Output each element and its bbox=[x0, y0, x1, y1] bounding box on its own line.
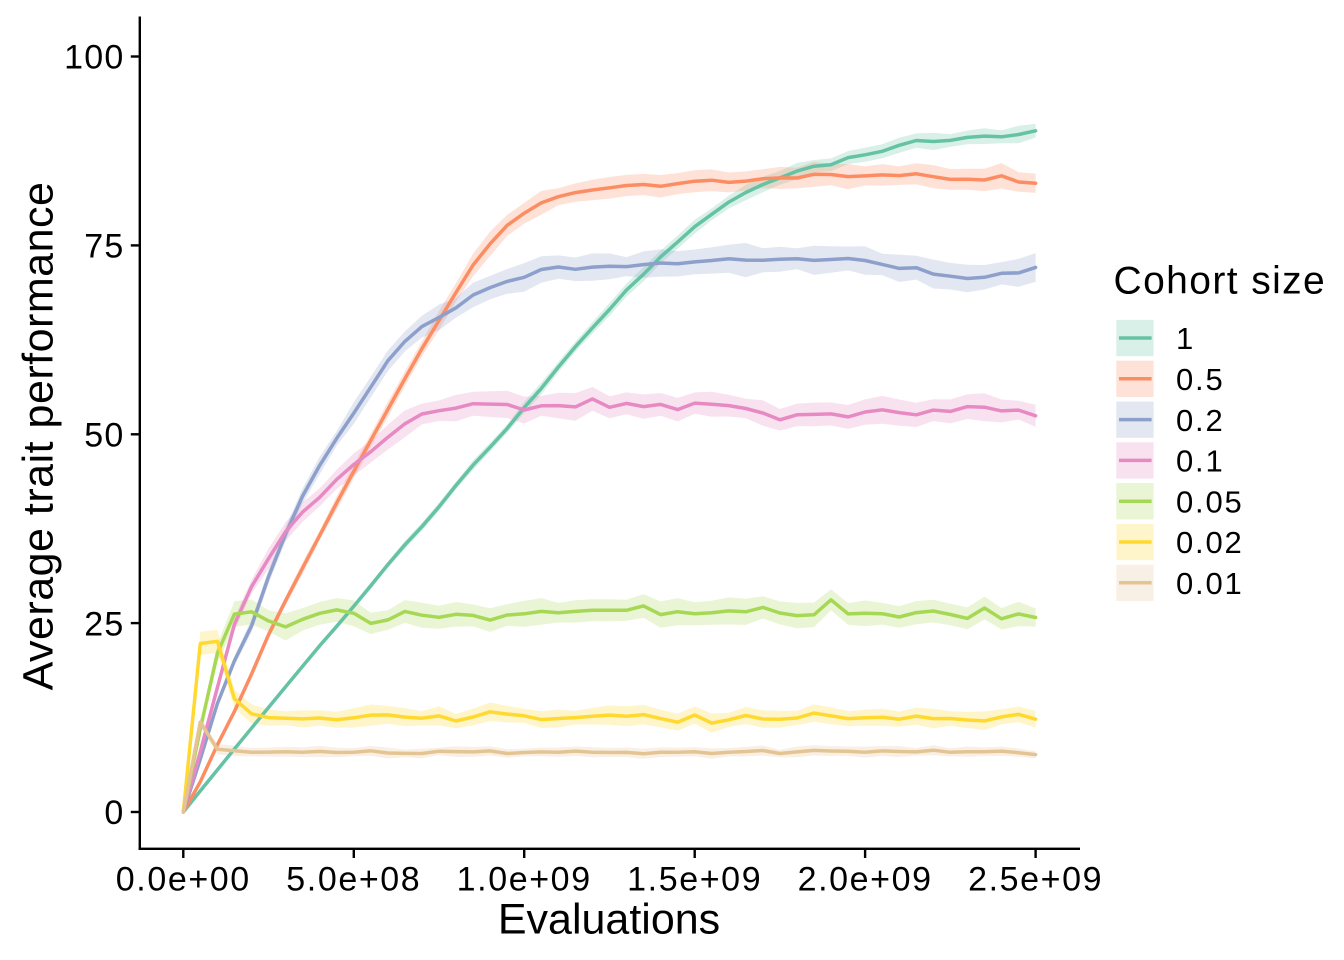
svg-text:25: 25 bbox=[84, 605, 124, 643]
svg-text:5.0e+08: 5.0e+08 bbox=[286, 861, 421, 899]
svg-text:100: 100 bbox=[64, 39, 124, 77]
svg-text:50: 50 bbox=[84, 416, 124, 454]
svg-text:0.02: 0.02 bbox=[1176, 525, 1244, 560]
svg-text:2.5e+09: 2.5e+09 bbox=[968, 861, 1103, 899]
svg-text:Average trait performance: Average trait performance bbox=[15, 182, 63, 691]
svg-text:1.0e+09: 1.0e+09 bbox=[457, 861, 592, 899]
svg-text:2.0e+09: 2.0e+09 bbox=[798, 861, 933, 899]
svg-text:1.5e+09: 1.5e+09 bbox=[627, 861, 762, 899]
svg-text:0: 0 bbox=[104, 794, 124, 832]
svg-text:0.2: 0.2 bbox=[1176, 403, 1225, 438]
svg-text:0.1: 0.1 bbox=[1176, 444, 1225, 479]
svg-text:0.05: 0.05 bbox=[1176, 484, 1244, 519]
svg-text:75: 75 bbox=[84, 228, 124, 266]
svg-text:Cohort size: Cohort size bbox=[1114, 260, 1327, 303]
svg-text:Evaluations: Evaluations bbox=[498, 896, 720, 944]
svg-text:0.5: 0.5 bbox=[1176, 362, 1225, 397]
svg-text:1: 1 bbox=[1176, 321, 1195, 356]
svg-text:0.01: 0.01 bbox=[1176, 566, 1244, 601]
svg-text:0.0e+00: 0.0e+00 bbox=[116, 861, 251, 899]
